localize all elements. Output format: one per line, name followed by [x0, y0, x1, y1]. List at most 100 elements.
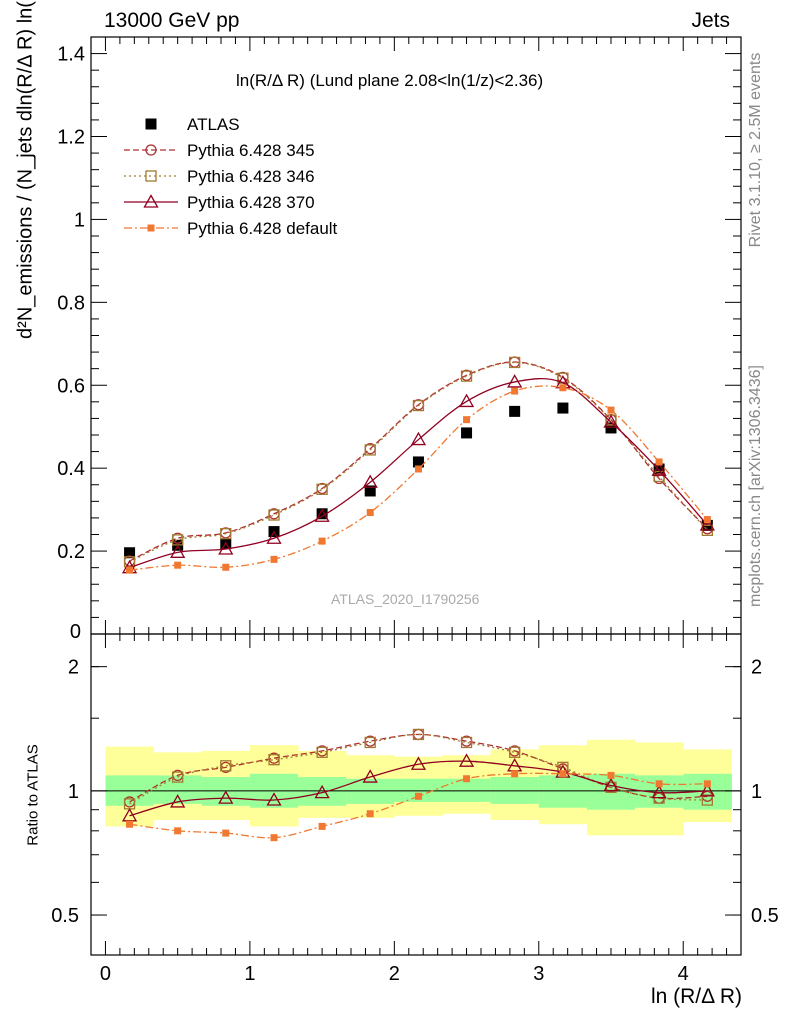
data-point — [653, 463, 665, 475]
data-point — [362, 769, 378, 783]
inner-band-bin — [442, 778, 492, 802]
ratio-frame — [90, 633, 742, 956]
legend-label: ATLAS — [187, 115, 240, 134]
series-line — [129, 378, 708, 569]
data-point — [362, 474, 378, 488]
legend-label: Pythia 6.428 346 — [187, 167, 315, 186]
data-point — [461, 427, 473, 439]
x-tick-label: 0 — [100, 963, 111, 985]
data-point — [364, 444, 376, 456]
ratio-line — [129, 760, 708, 817]
data-point — [559, 770, 567, 778]
data-point — [603, 414, 619, 428]
data-point — [364, 736, 376, 749]
ratio-y-tick-label-right: 1 — [751, 781, 762, 803]
data-point — [145, 118, 157, 130]
data-point — [318, 822, 326, 830]
data-point — [651, 462, 667, 476]
data-point — [366, 810, 374, 818]
data-point — [318, 537, 326, 545]
data-point — [314, 784, 330, 799]
data-point — [458, 393, 475, 408]
data-point — [703, 780, 711, 788]
data-point — [172, 771, 184, 783]
data-point — [222, 563, 230, 571]
data-point — [266, 792, 282, 806]
data-point — [701, 794, 713, 806]
data-point — [222, 829, 230, 837]
data-point — [414, 465, 422, 473]
data-point — [651, 784, 667, 799]
rivet-label: Rivet 3.1.10, ≥ 2.5M events — [747, 52, 764, 248]
data-point — [218, 790, 234, 804]
data-point — [170, 544, 186, 558]
ratio-y-tick-label: 2 — [68, 657, 79, 679]
data-point — [126, 820, 134, 828]
x-tick-label: 2 — [389, 963, 400, 985]
axis-ticks: 0 1 2 3 4 0.2 0.4 0.6 0.8 1 1.2 1.4 0.5 0.5 1 1 2 2 0 — [51, 37, 779, 985]
y-tick-label: 1.2 — [57, 127, 85, 149]
data-point — [607, 406, 615, 414]
series-line — [129, 361, 708, 563]
data-point — [364, 485, 376, 497]
ratio-y-tick-label: 1 — [68, 781, 79, 803]
ratio-panel-series — [121, 728, 715, 842]
ratio-y-tick-label: 0.5 — [51, 905, 79, 927]
data-point — [170, 794, 186, 808]
data-point — [266, 530, 282, 544]
inner-band-bin — [298, 777, 347, 806]
data-point — [458, 753, 475, 767]
y-tick-label: 0.8 — [57, 292, 85, 314]
data-point — [655, 458, 663, 466]
data-point — [145, 144, 157, 156]
ratio-y-axis-label: Ratio to ATLAS — [24, 744, 42, 846]
data-point — [509, 405, 521, 417]
data-point — [557, 402, 569, 414]
legend-label: Pythia 6.428 default — [187, 219, 338, 238]
ratio-uncertainty-bands — [105, 739, 732, 836]
data-point — [507, 374, 523, 388]
process-label: Jets — [691, 9, 730, 32]
data-point — [699, 517, 715, 531]
legend: ATLAS Pythia 6.428 345 Pythia 6.428 346 Pyt… — [124, 115, 338, 238]
inner-band-bin — [394, 778, 444, 802]
ratio-y-tick-label-right: 2 — [751, 657, 762, 679]
mcplots-label: mcplots.cern.ch [arXiv:1306.3436] — [747, 365, 764, 607]
data-point — [366, 509, 374, 517]
data-point — [655, 780, 663, 788]
data-point — [607, 771, 615, 779]
data-point — [316, 483, 328, 495]
y-tick-label: 1 — [74, 209, 85, 231]
data-point — [410, 431, 427, 446]
data-point — [412, 456, 424, 468]
data-point — [460, 736, 473, 749]
y-tick-label: 0.2 — [57, 541, 85, 563]
watermark: ATLAS_2020_I1790256 — [331, 591, 480, 607]
data-point — [605, 422, 617, 434]
data-point — [559, 384, 567, 392]
main-panel-series — [121, 356, 715, 574]
ratio-y-tick-label-right: 0.5 — [751, 905, 779, 927]
data-point — [509, 746, 521, 758]
x-tick-label: 1 — [244, 963, 255, 985]
data-point — [316, 746, 328, 758]
x-axis-label: ln (R/Δ R) — [650, 985, 742, 1008]
data-point — [145, 170, 157, 182]
legend-label: Pythia 6.428 345 — [187, 141, 315, 160]
legend-label: Pythia 6.428 370 — [187, 193, 315, 212]
y-tick-label-zero: 0 — [70, 621, 81, 643]
data-point — [270, 834, 278, 842]
beam-label: 13000 GeV pp — [104, 9, 240, 32]
data-point — [126, 566, 134, 574]
data-point — [314, 508, 330, 522]
data-point — [220, 528, 232, 540]
data-point — [143, 194, 159, 208]
data-point — [147, 224, 155, 232]
data-point — [218, 541, 234, 555]
data-point — [511, 770, 519, 778]
data-point — [174, 827, 182, 835]
data-point — [460, 370, 473, 382]
data-point — [463, 416, 471, 424]
data-point — [509, 356, 521, 369]
